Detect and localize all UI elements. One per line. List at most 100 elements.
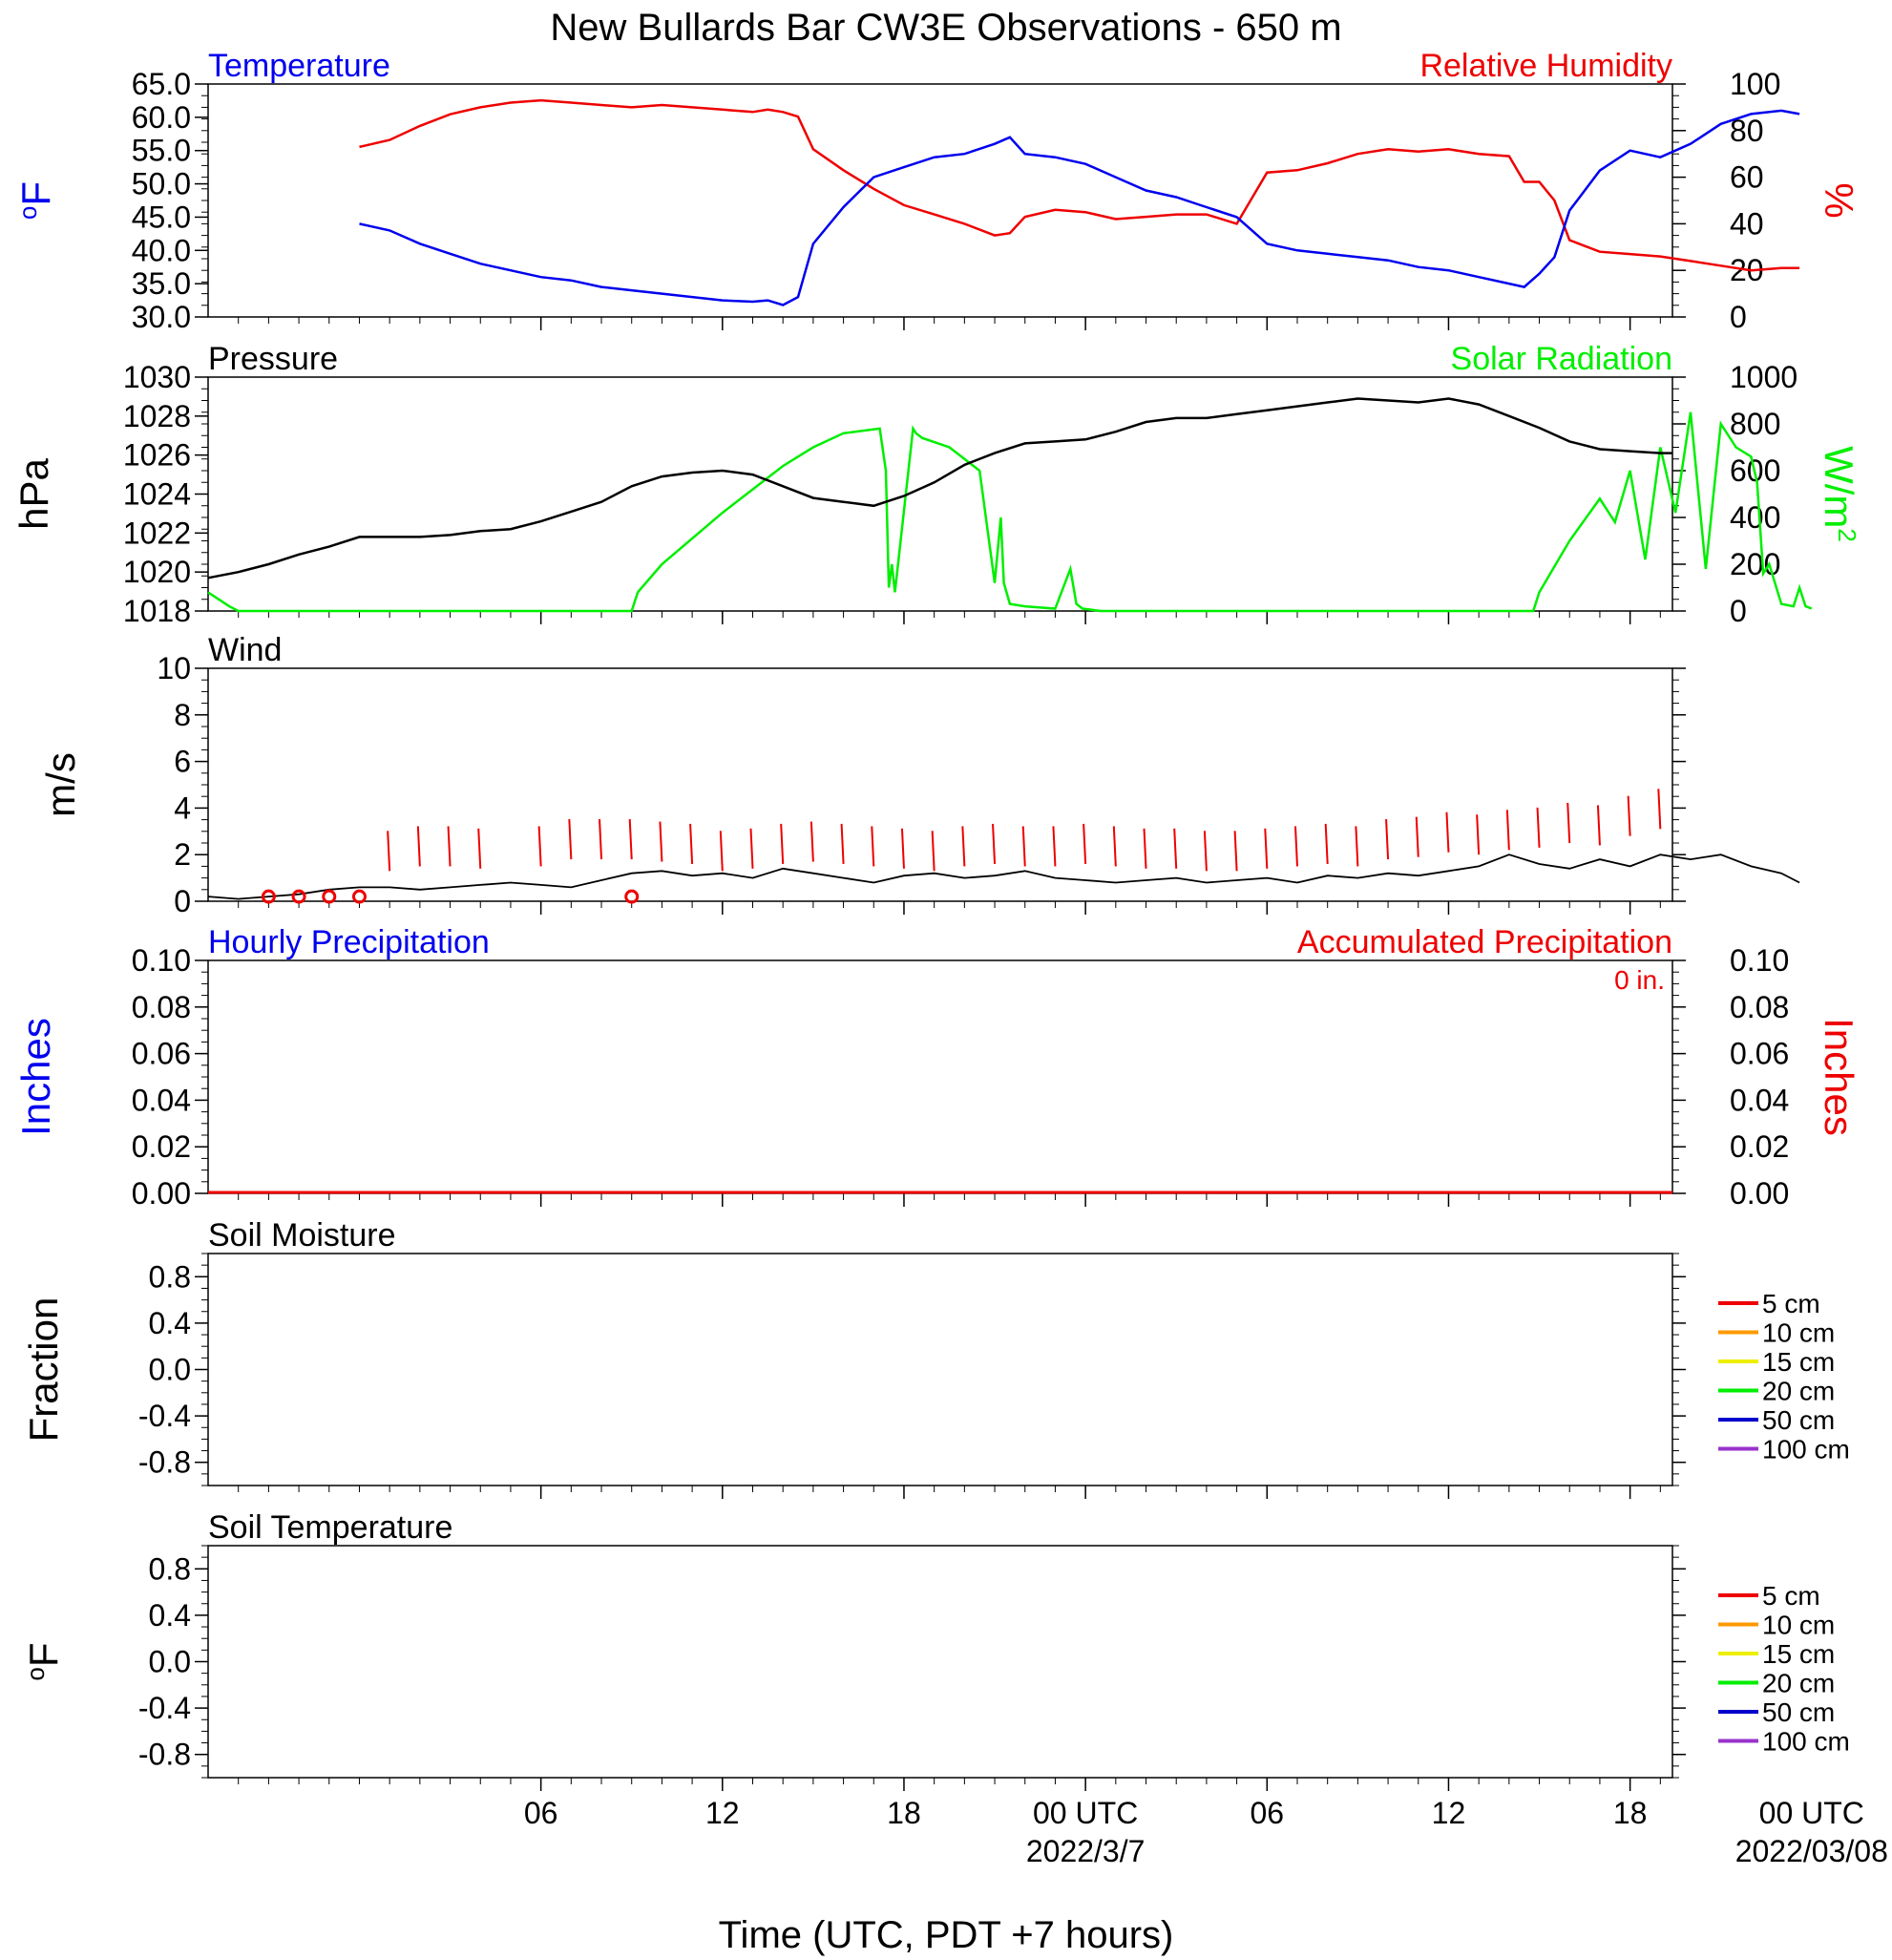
y-right-tick-label: 0 [1730,594,1747,628]
panel-title-right: Accumulated Precipitation [1297,924,1672,960]
y-right-tick-label: 0.08 [1730,990,1789,1024]
x-axis-label: Time (UTC, PDT +7 hours) [719,1914,1174,1956]
wind-barb [568,819,573,860]
panel-temp-rh: 30.035.040.045.050.055.060.065.002040608… [13,48,1861,334]
y-tick-label: 50.0 [132,167,191,201]
y-tick-label: -0.4 [138,1399,191,1433]
x-tick-label: 06 [524,1796,558,1830]
wind-barb [1083,823,1087,865]
legend-label: 20 cm [1762,1669,1835,1698]
y-tick-label: 1026 [123,438,191,473]
y-tick-label: 1030 [123,360,191,394]
x-tick-label: 00 UTC [1033,1796,1138,1830]
wind-barb [1657,789,1662,830]
calm-wind-marker [261,889,276,904]
y-right-tick-label: 400 [1730,500,1780,535]
calm-wind-marker [322,889,337,904]
wind-barb [1173,828,1178,869]
plot-frame [207,1253,1673,1486]
wind-barb [416,826,421,867]
panel-title-right: Solar Radiation [1451,341,1672,377]
wind-speed-series-line [207,854,1800,900]
wind-barb [871,826,875,867]
wind-barb [931,831,935,872]
wind-barb [1324,823,1329,865]
panel-pressure-solar: 1018102010221024102610281030020040060080… [11,341,1861,628]
y-tick-label: 30.0 [132,300,191,334]
y-tick-label: 4 [174,790,191,825]
wind-barb [1112,826,1117,867]
y-right-tick-label: 0.06 [1730,1037,1789,1071]
wind-barb [1445,811,1450,853]
y-tick-label: 1018 [123,594,191,628]
legend-label: 20 cm [1762,1377,1835,1406]
wind-barb [780,823,785,865]
legend-label: 50 cm [1762,1697,1835,1727]
wind-barb [900,828,905,869]
y-tick-label: 45.0 [132,200,191,234]
wind-barb [1052,826,1057,867]
y-tick-label: 65.0 [132,67,191,101]
y-tick-label: 0.06 [132,1037,191,1071]
plot-frame [207,1545,1673,1779]
wind-barb [1264,828,1269,869]
panel-title-right: Relative Humidity [1419,48,1672,84]
y-tick-label: 55.0 [132,134,191,168]
y-tick-label: 6 [174,745,191,779]
panel-title-left: Soil Temperature [208,1509,452,1546]
x-tick-label: 12 [1432,1796,1466,1830]
y-axis-label: W/m2 [1817,446,1861,542]
y-tick-label: 60.0 [132,100,191,135]
panel-soil-moisture: -0.8 -0.4 0.0 0.4 0.8 Soil Moisture Fraction 5 … [21,1217,1850,1499]
accumulated-total-label: 0 in. [1614,965,1665,995]
legend-label: 10 cm [1762,1318,1835,1348]
y-right-tick-label: 0.00 [1730,1176,1789,1211]
wind-barb [1627,795,1631,836]
wind-barb [628,819,633,860]
x-date-label: 2022/3/7 [1026,1834,1146,1868]
y-axis-label: % [1817,182,1861,218]
wind-barb [1536,807,1541,848]
y-tick-label: 35.0 [132,266,191,301]
y-right-tick-label: 0.10 [1730,943,1789,978]
y-right-tick-label: 0.04 [1730,1083,1789,1117]
panel-title-left: Hourly Precipitation [208,924,490,960]
figure-title: New Bullards Bar CW3E Observations - 650… [550,7,1341,49]
y-tick-label: -0.4 [138,1691,191,1725]
x-tick-label: 12 [705,1796,740,1830]
y-tick-label: 0.4 [149,1598,191,1633]
y-axis-label: m/s [38,752,83,817]
y-axis-label: oF [21,1642,66,1680]
x-tick-label: 18 [1613,1796,1648,1830]
y-axis-label: oF [13,181,58,220]
y-right-tick-label: 40 [1730,206,1764,241]
y-axis-label: Inches [13,1018,58,1136]
wind-barb [749,828,754,869]
y-tick-label: 0.4 [149,1306,191,1340]
wind-barb [1415,816,1419,857]
panel-precipitation: 0.00 0.02 0.04 0.06 0.08 0.10 0.00 0.02 0.04 0.06… [13,924,1861,1211]
humidity-series-line [359,98,1800,272]
wind-barb [659,821,663,862]
wind-barb [1505,810,1510,851]
y-tick-label: 1022 [123,516,191,550]
legend-label: 100 cm [1762,1727,1850,1757]
x-tick-label: 18 [887,1796,921,1830]
wind-barb [1021,826,1026,867]
y-tick-label: 0.04 [132,1083,191,1117]
panel-title-left: Wind [208,632,282,668]
y-right-tick-label: 1000 [1730,360,1797,394]
wind-barb [1203,831,1208,872]
y-tick-label: 2 [174,837,191,872]
y-right-tick-label: 0 [1730,300,1747,334]
y-tick-label: 0 [174,884,191,918]
y-tick-label: 1024 [123,477,191,512]
panel-wind: 0 2 4 6 8 10 Wind m/s [38,632,1800,918]
wind-barb [1355,826,1359,867]
y-tick-label: 10 [157,651,191,685]
plot-frame [207,376,1673,612]
x-tick-label: 00 UTC [1759,1796,1864,1830]
wind-barb [1596,805,1601,846]
wind-barb [809,821,814,862]
